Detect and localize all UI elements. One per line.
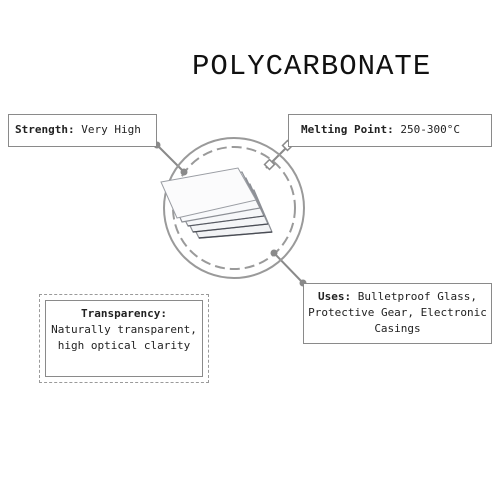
diamond-melting-ring [263,158,276,171]
transparency-value: Naturally transparent, high optical clar… [51,323,197,352]
strength-box: Strength: Very High [8,114,157,147]
strength-label: Strength: [15,123,75,136]
uses-box: Uses: Bulletproof Glass, Protective Gear… [303,283,492,344]
strength-value: Very High [81,123,141,136]
melting-point-box: Melting Point: 250-300°C [288,114,492,147]
transparency-frame [39,294,209,383]
transparency-box: Transparency: Naturally transparent, hig… [45,300,203,377]
connector-strength [156,144,185,173]
page-title: POLYCARBONATE [192,50,432,83]
dot-uses-ring [270,249,278,257]
polycarbonate-sheets-icon [160,167,273,239]
transparency-label: Transparency: [80,307,168,320]
melting-point-value: 250-300°C [400,123,460,136]
uses-label: Uses: [318,290,352,303]
uses-value: Bulletproof Glass, Protective Gear, Elec… [308,290,487,335]
connector-uses [273,252,304,284]
inner-dashed-ring [172,146,296,270]
melting-point-label: Melting Point: [301,123,394,136]
dot-strength-ring [180,168,188,176]
outer-ring [163,137,305,279]
